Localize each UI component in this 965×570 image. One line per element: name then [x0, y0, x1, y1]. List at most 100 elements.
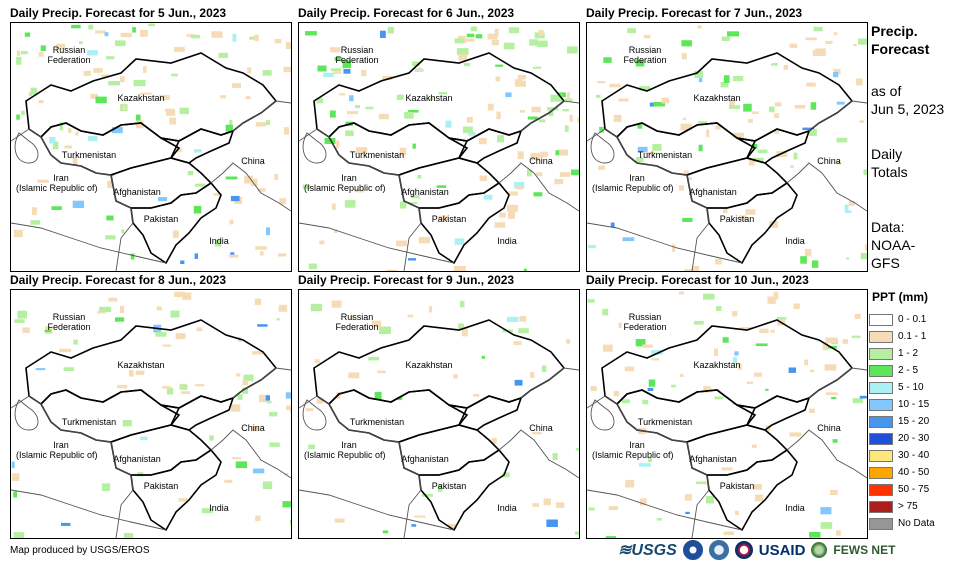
precip-cell: [418, 236, 430, 244]
precip-cell: [552, 453, 558, 461]
precip-cell: [93, 68, 103, 73]
precip-cell: [822, 343, 829, 351]
precip-cell: [682, 53, 687, 60]
precip-cell: [201, 508, 213, 514]
precip-cell: [438, 215, 449, 221]
map-label-russia-line2: Federation: [623, 322, 667, 332]
precip-cell: [506, 316, 519, 322]
precip-cell: [530, 372, 535, 378]
precip-cell: [771, 63, 778, 66]
precip-cell: [334, 229, 338, 233]
precip-cell: [331, 300, 342, 308]
precip-cell: [229, 219, 234, 225]
precip-cell: [269, 442, 280, 447]
precip-cell: [230, 404, 241, 412]
legend-label: 10 - 15: [898, 399, 930, 410]
precip-cell: [408, 202, 418, 205]
precip-cell: [679, 291, 685, 295]
precip-cell: [335, 140, 340, 148]
precip-cell: [86, 50, 98, 56]
precip-cell: [211, 31, 223, 38]
map-label-kazakhstan: Kazakhstan: [405, 93, 453, 103]
precip-cell: [429, 97, 434, 101]
precip-cell: [108, 81, 120, 86]
precip-cell: [213, 193, 222, 196]
precip-cell: [609, 83, 621, 88]
precip-cell: [806, 82, 816, 87]
precip-cell: [705, 495, 714, 504]
precip-cell: [117, 384, 128, 389]
precip-cell: [438, 92, 448, 95]
precip-cell: [534, 32, 545, 39]
precip-cell: [209, 435, 214, 441]
precip-cell: [302, 184, 311, 189]
country-border: [398, 157, 501, 209]
precip-cell: [693, 321, 704, 325]
precip-cell: [408, 110, 419, 113]
precip-cell: [481, 355, 485, 359]
country-border: [11, 222, 167, 264]
precip-cell: [848, 200, 855, 206]
country-border: [11, 128, 134, 271]
precip-cell: [374, 391, 382, 400]
precip-cell: [571, 169, 579, 176]
precip-cell: [852, 398, 863, 404]
precip-cell: [809, 408, 815, 413]
map-label-kazakhstan: Kazakhstan: [117, 93, 165, 103]
legend-item: No Data: [869, 515, 935, 532]
precip-cell: [825, 40, 833, 44]
precip-cell: [382, 530, 389, 534]
precip-cell: [514, 181, 525, 189]
precip-cell: [540, 151, 549, 158]
country-border: [448, 395, 523, 431]
precip-cell: [254, 298, 262, 306]
precip-cell: [466, 33, 475, 38]
precip-cell: [232, 457, 241, 460]
panel-title: Daily Precip. Forecast for 10 Jun., 2023: [586, 273, 809, 287]
precip-cell: [385, 269, 398, 271]
precip-cell: [182, 292, 192, 300]
precip-cell: [802, 127, 815, 131]
precip-cell: [445, 120, 452, 128]
precip-cell: [508, 27, 520, 34]
map-label-russia-line1: Russian: [340, 45, 374, 55]
precip-cell: [290, 408, 291, 413]
legend-label: 40 - 50: [898, 467, 930, 478]
precip-cell: [32, 207, 37, 216]
precip-cell: [608, 506, 619, 510]
country-border: [587, 222, 743, 264]
legend-item: 5 - 10: [869, 379, 935, 396]
precip-cell: [527, 116, 538, 120]
precip-cell: [856, 78, 863, 86]
country-border: [130, 181, 222, 265]
precip-cell: [825, 392, 838, 396]
precip-cell: [774, 130, 780, 134]
precip-cell: [789, 432, 801, 437]
precip-cell: [517, 151, 524, 160]
precip-cell: [308, 444, 315, 450]
precip-cell: [437, 484, 443, 492]
precip-cell: [165, 110, 176, 116]
map-label-russia-line1: Russian: [52, 312, 86, 322]
precip-cell: [53, 141, 59, 150]
panel-title: Daily Precip. Forecast for 8 Jun., 2023: [10, 273, 227, 287]
precip-cell: [733, 76, 744, 82]
precip-cell: [776, 317, 787, 320]
map-label-kazakhstan: Kazakhstan: [405, 360, 453, 370]
precip-cell: [252, 468, 265, 474]
precip-cell: [475, 34, 483, 39]
precip-cell: [599, 126, 604, 133]
panel-title: Daily Precip. Forecast for 7 Jun., 2023: [586, 6, 803, 20]
precip-cell: [330, 47, 341, 53]
precip-cell: [513, 341, 522, 345]
precip-cell: [846, 257, 850, 260]
country-border: [587, 395, 710, 538]
precip-cell: [404, 112, 414, 119]
precip-cell: [472, 394, 480, 397]
precip-cell: [556, 502, 565, 508]
asof-date: Jun 5, 2023: [871, 101, 945, 117]
map-label-iran-line1: Iran: [629, 173, 645, 183]
precip-cell: [680, 123, 692, 131]
precip-cell: [538, 119, 546, 123]
asof-label: as of: [871, 83, 902, 99]
